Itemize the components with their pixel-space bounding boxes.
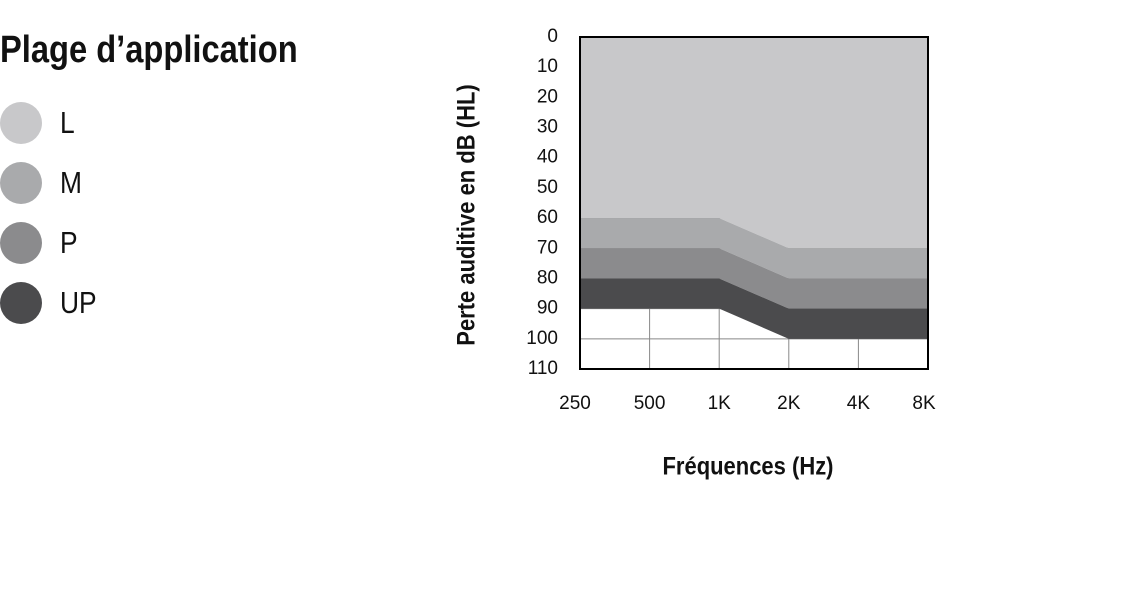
chart-title: Plage d’application bbox=[0, 28, 298, 71]
legend-swatch bbox=[0, 102, 42, 144]
x-tick-label: 250 bbox=[559, 393, 591, 414]
range-band bbox=[580, 278, 928, 339]
x-tick-label: 4K bbox=[847, 393, 871, 414]
y-tick-label: 40 bbox=[537, 147, 558, 168]
y-tick-label: 110 bbox=[528, 358, 558, 379]
legend-swatch bbox=[0, 162, 42, 204]
legend-swatch bbox=[0, 222, 42, 264]
legend-label: UP bbox=[60, 286, 97, 320]
y-tick-label: 0 bbox=[547, 26, 558, 47]
legend-swatch bbox=[0, 282, 42, 324]
range-band bbox=[580, 248, 928, 309]
legend-label: P bbox=[60, 226, 78, 260]
x-axis-title: Fréquences (Hz) bbox=[662, 452, 833, 480]
legend-label: L bbox=[60, 106, 75, 140]
y-tick-label: 90 bbox=[537, 298, 558, 319]
y-tick-label: 20 bbox=[537, 86, 558, 107]
y-tick-label: 10 bbox=[537, 56, 558, 77]
y-tick-label: 30 bbox=[537, 117, 558, 138]
range-band bbox=[580, 218, 928, 279]
x-tick-label: 500 bbox=[634, 393, 666, 414]
x-tick-label: 1K bbox=[708, 393, 732, 414]
x-tick-label: 2K bbox=[777, 393, 801, 414]
y-tick-label: 100 bbox=[526, 328, 558, 349]
y-tick-label: 80 bbox=[537, 267, 558, 288]
y-axis-title: Perte auditive en dB (HL) bbox=[452, 84, 480, 345]
plot-border bbox=[579, 36, 929, 370]
y-tick-label: 60 bbox=[537, 207, 558, 228]
legend-label: M bbox=[60, 166, 82, 200]
x-tick-label: 8K bbox=[912, 393, 936, 414]
y-tick-label: 70 bbox=[537, 237, 558, 258]
y-tick-label: 50 bbox=[537, 177, 558, 198]
range-band bbox=[580, 37, 928, 249]
